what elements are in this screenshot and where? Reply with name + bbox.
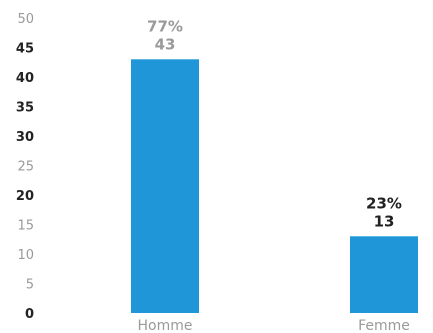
value-label: 43 bbox=[155, 35, 176, 53]
y-tick-label: 30 bbox=[16, 130, 34, 145]
category-label: Femme bbox=[358, 318, 410, 333]
y-tick-label: 0 bbox=[25, 307, 34, 322]
y-tick-label: 5 bbox=[26, 278, 34, 293]
percent-label: 23% bbox=[366, 194, 402, 212]
y-tick-label: 40 bbox=[16, 71, 34, 86]
y-tick-label: 10 bbox=[17, 248, 34, 263]
bar-femme bbox=[350, 236, 418, 313]
bar-homme bbox=[131, 59, 199, 313]
y-tick-label: 15 bbox=[17, 219, 34, 234]
y-tick-label: 35 bbox=[16, 101, 34, 116]
y-axis: 0 5 10 15 20 25 30 35 40 45 50 bbox=[16, 12, 34, 322]
percent-label: 77% bbox=[147, 17, 183, 35]
y-tick-label: 25 bbox=[17, 160, 34, 175]
value-label: 13 bbox=[374, 212, 395, 230]
category-label: Homme bbox=[138, 318, 193, 333]
y-tick-label: 20 bbox=[16, 189, 34, 204]
bars bbox=[131, 59, 418, 313]
y-tick-label: 50 bbox=[17, 12, 34, 27]
data-labels: 77%43 23%13 bbox=[147, 17, 402, 230]
x-axis: Homme Femme bbox=[138, 318, 410, 333]
y-tick-label: 45 bbox=[16, 42, 34, 57]
